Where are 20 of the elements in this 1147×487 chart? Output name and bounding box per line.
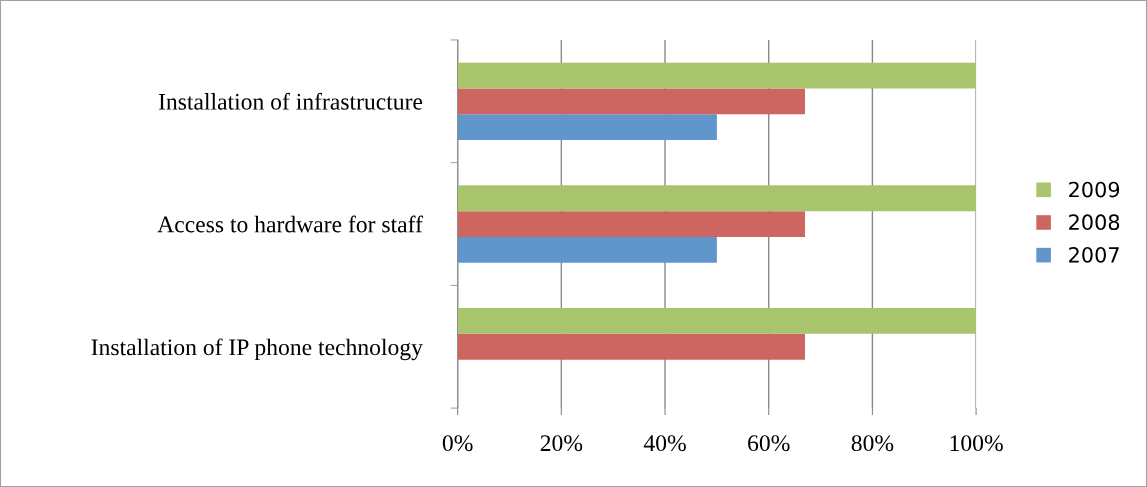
legend-label: 2008 bbox=[1069, 214, 1120, 231]
x-tick-label: 80% bbox=[851, 435, 894, 452]
bar bbox=[457, 88, 806, 115]
x-tick-label: 20% bbox=[540, 435, 583, 452]
legend-label: 2007 bbox=[1069, 246, 1119, 263]
bar bbox=[457, 62, 977, 89]
x-tick-label: 100% bbox=[950, 435, 1003, 452]
bar bbox=[457, 308, 977, 334]
x-tick-label: 60% bbox=[748, 435, 790, 452]
bar bbox=[457, 333, 806, 360]
y-tick-label: Access to hardware for staff bbox=[157, 215, 423, 233]
legend-label: 2009 bbox=[1069, 181, 1120, 198]
bar bbox=[457, 211, 806, 237]
bar bbox=[457, 114, 717, 140]
x-tick-label: 40% bbox=[643, 435, 686, 452]
y-tick-label: Installation of infrastructure bbox=[158, 92, 423, 110]
bar bbox=[457, 185, 977, 212]
x-tick-label: 0% bbox=[442, 435, 473, 452]
y-tick-label: Installation of IP phone technology bbox=[91, 338, 423, 361]
bar bbox=[457, 236, 717, 263]
